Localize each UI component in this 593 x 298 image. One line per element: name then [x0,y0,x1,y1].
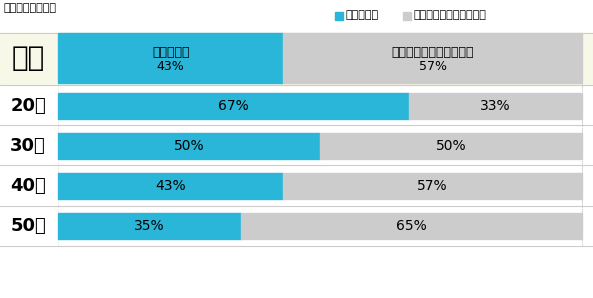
Bar [283,173,582,199]
Bar [403,12,411,20]
Bar [241,213,582,239]
Bar [58,133,320,159]
Text: 57%: 57% [419,60,447,72]
Text: 【年代別グラフ】: 【年代別グラフ】 [4,3,57,13]
Text: 軽減された: 軽減された [346,10,379,20]
Text: 35%: 35% [135,219,165,233]
Bar [0,33,593,85]
Bar [58,93,409,119]
Bar [320,133,582,159]
Text: 40代: 40代 [10,177,46,195]
Text: 50%: 50% [174,139,205,153]
Bar [283,33,582,83]
Text: 軽減された: 軽減された [152,46,189,60]
Text: 65%: 65% [396,219,427,233]
Text: 30代: 30代 [10,137,46,155]
Text: 33%: 33% [480,99,511,113]
Text: 全体: 全体 [11,44,44,72]
Text: 67%: 67% [218,99,249,113]
Text: 57%: 57% [417,179,448,193]
Text: 50代: 50代 [10,217,46,235]
Bar [58,33,283,83]
Bar [335,12,343,20]
Bar [58,213,241,239]
Bar [409,93,582,119]
Text: あまり軽減されなかった: あまり軽減されなかった [414,10,487,20]
Text: 50%: 50% [436,139,466,153]
Text: あまり軽減されなかった: あまり軽減されなかった [391,46,474,60]
Text: 43%: 43% [157,60,184,72]
Bar [58,173,283,199]
Text: 43%: 43% [155,179,186,193]
Text: 20代: 20代 [10,97,46,115]
